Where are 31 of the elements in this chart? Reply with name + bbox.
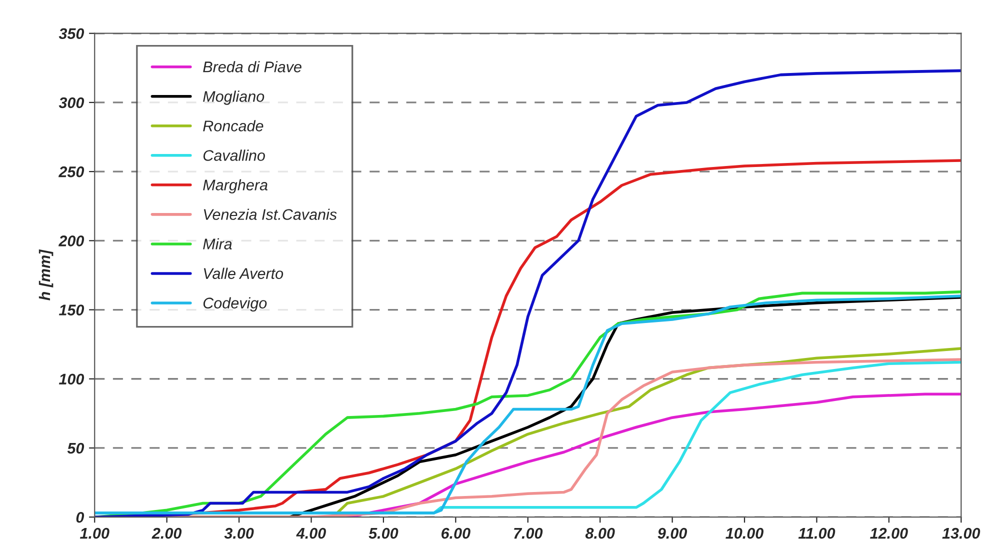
legend-label: Venezia Ist.Cavanis [204, 208, 337, 220]
x-tick-label: 9.00 [658, 528, 688, 539]
y-tick-label: 200 [58, 236, 84, 246]
legend-label: Breda di Piave [203, 61, 302, 72]
x-tick-label: 10.00 [726, 528, 764, 539]
x-tick-label: 5.00 [368, 528, 398, 539]
legend-label: Mira [203, 238, 232, 250]
x-tick-label: 13.00 [942, 528, 980, 539]
x-tick-label: 3.00 [224, 528, 254, 539]
x-tick-label: 11.00 [798, 528, 836, 539]
y-tick-label: 0 [76, 512, 84, 523]
legend-label: Cavallino [203, 150, 265, 161]
x-tick-label: 1.00 [80, 528, 110, 539]
x-tick-label: 6.00 [442, 528, 470, 539]
y-tick-label: 350 [58, 28, 84, 40]
x-tick-label: 2.00 [152, 528, 182, 539]
y-tick-label: 50 [67, 442, 84, 454]
x-tick-label: 7.00 [514, 528, 543, 539]
y-tick-label: 150 [58, 304, 84, 316]
y-axis-title: h [mm] [38, 249, 54, 300]
x-tick-label: 4.00 [296, 528, 326, 539]
legend-label: Codevigo [203, 297, 267, 312]
legend-label: Valle Averto [204, 268, 284, 279]
legend-label: Roncade [203, 120, 264, 132]
y-tick-label: 300 [58, 97, 84, 108]
x-tick-label: 8.00 [585, 528, 615, 539]
legend-label: Mogliano [203, 90, 264, 105]
legend-label: Marghera [203, 179, 268, 194]
x-tick-label: 12.00 [870, 528, 908, 539]
y-tick-label: 250 [58, 166, 84, 178]
y-tick-label: 100 [58, 374, 84, 385]
